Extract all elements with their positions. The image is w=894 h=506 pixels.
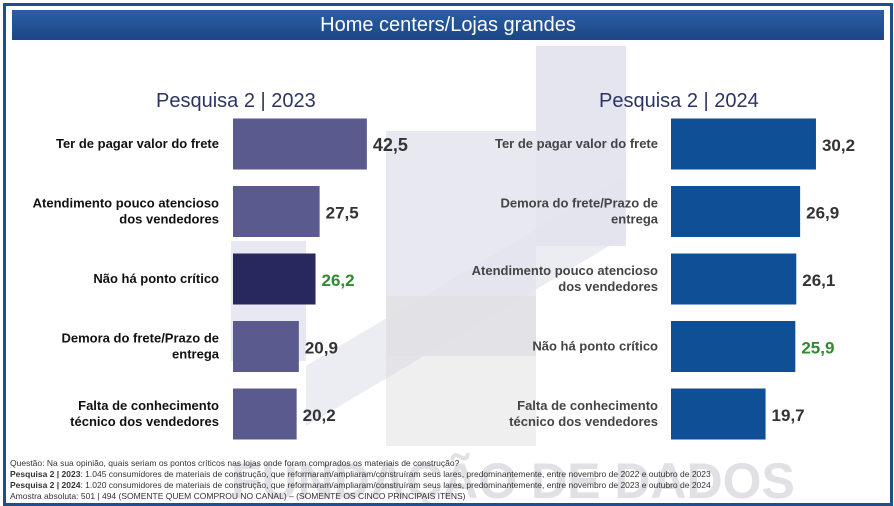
category-label-2024-1: Ter de pagar valor do frete — [495, 136, 658, 151]
value-label-2024-2: 26,9 — [806, 204, 839, 223]
category-label-2024-2: Demora do frete/Prazo de entrega — [501, 196, 659, 227]
bar-2024-5 — [671, 388, 766, 440]
bar-2023-3 — [233, 253, 316, 305]
bar-2023-1 — [233, 118, 367, 170]
bar-2024-2 — [671, 186, 801, 237]
sample-label-2023: Pesquisa 2 | 2023 — [10, 469, 81, 479]
bar-2024-1 — [671, 118, 816, 170]
value-label-2023-3: 26,2 — [322, 271, 355, 290]
category-label-2023-5: Falta de conhecimento técnico dos vendedo… — [70, 398, 219, 429]
category-label-2023-2: Atendimento pouco atencioso dos vendedore… — [33, 196, 219, 227]
category-label-2024-5: Falta de conhecimento técnico dos vendedo… — [509, 398, 658, 429]
sample-text-2024: : 1.020 consumidores de materiais de con… — [80, 480, 711, 490]
category-label-2024-3: Atendimento pouco atencioso dos vendedore… — [472, 263, 658, 294]
sample-note-2023: Pesquisa 2 | 2023: 1.045 consumidores de… — [10, 469, 711, 479]
category-label-2024-4: Não há ponto crítico — [532, 339, 658, 354]
bar-2023-2 — [233, 186, 320, 237]
value-label-2023-2: 27,5 — [326, 204, 359, 223]
sample-note-2024: Pesquisa 2 | 2024: 1.020 consumidores de… — [10, 480, 711, 490]
sample-text-2023: : 1.045 consumidores de materiais de con… — [80, 469, 711, 479]
bar-chart-2024: 30,2 Ter de pagar valor do frete 26,9 Demor… — [472, 118, 855, 440]
bar-2023-4 — [233, 321, 299, 372]
page-title: Home centers/Lojas grandes — [12, 10, 884, 40]
bar-2023-5 — [233, 388, 297, 440]
question-note: Questão: Na sua opinião, quais seriam os… — [10, 458, 460, 468]
panel-title-2023: Pesquisa 2 | 2023 — [156, 90, 316, 112]
value-label-2024-1: 30,2 — [822, 136, 855, 155]
category-label-2023-3: Não há ponto crítico — [93, 271, 219, 286]
bar-2024-3 — [671, 253, 797, 305]
value-label-2023-5: 20,2 — [303, 406, 336, 425]
sample-label-2024: Pesquisa 2 | 2024 — [10, 480, 81, 490]
sample-size-note: Amostra absoluta: 501 | 494 (SOMENTE QUE… — [10, 491, 466, 501]
value-label-2024-5: 19,7 — [772, 406, 805, 425]
panel-title-2024: Pesquisa 2 | 2024 — [599, 90, 759, 112]
category-label-2023-1: Ter de pagar valor do frete — [56, 136, 219, 151]
bar-2024-4 — [671, 321, 796, 372]
value-label-2024-3: 26,1 — [802, 271, 835, 290]
category-label-2023-4: Demora do frete/Prazo de entrega — [62, 331, 220, 362]
value-label-2023-1: 42,5 — [373, 135, 408, 155]
bar-chart-2023: 42,5 Ter de pagar valor do frete 27,5 Atend… — [33, 118, 408, 440]
slide-frame: FUNDAÇÃO DE DADOS Home centers/Lojas gra… — [3, 3, 893, 506]
value-label-2023-4: 20,9 — [305, 339, 338, 358]
value-label-2024-4: 25,9 — [801, 339, 834, 358]
